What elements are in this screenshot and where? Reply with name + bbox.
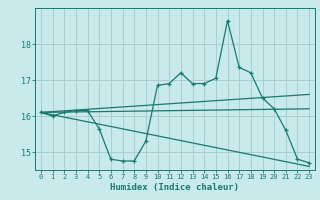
X-axis label: Humidex (Indice chaleur): Humidex (Indice chaleur)	[110, 183, 239, 192]
